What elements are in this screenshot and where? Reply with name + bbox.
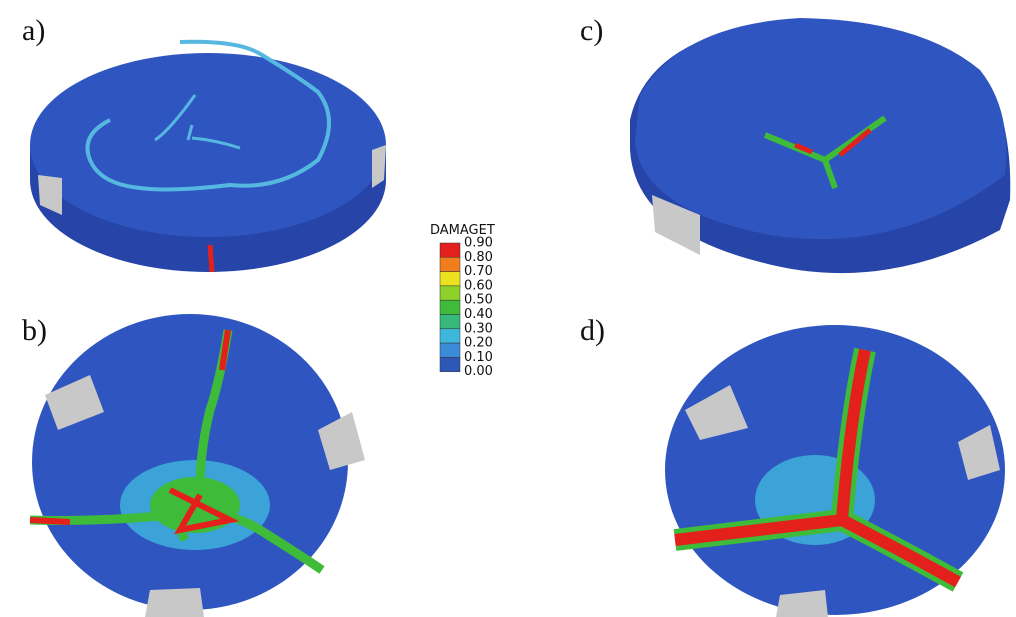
panel-a: a) <box>22 14 386 272</box>
disk-top <box>30 53 386 237</box>
panel-c: c) <box>580 14 1010 273</box>
legend-swatch <box>440 315 460 329</box>
legend-swatch <box>440 286 460 300</box>
legend-swatch <box>440 272 460 286</box>
disk-top <box>635 18 1006 239</box>
legend-swatch <box>440 357 460 371</box>
panel-label: d) <box>580 314 605 347</box>
legend-label: 0.90 <box>464 236 493 251</box>
legend-swatch <box>440 329 460 343</box>
figure: a) b) c) d) D <box>0 0 1016 617</box>
legend-label: 0.00 <box>464 364 493 379</box>
support <box>145 588 204 617</box>
panel-label: c) <box>580 14 603 47</box>
legend-label: 0.20 <box>464 336 493 351</box>
crack <box>210 245 212 272</box>
panel-label: b) <box>22 314 47 347</box>
legend-swatch <box>440 300 460 314</box>
legend-swatch <box>440 257 460 271</box>
panel-label: a) <box>22 14 45 47</box>
legend-label: 0.50 <box>464 293 493 308</box>
legend-swatch <box>440 343 460 357</box>
panel-b: b) <box>22 314 365 617</box>
legend-label: 0.30 <box>464 321 493 336</box>
legend: DAMAGET 0.900.800.700.600.500.400.300.20… <box>430 223 495 379</box>
legend-swatch <box>440 243 460 257</box>
legend-label: 0.10 <box>464 350 493 365</box>
legend-label: 0.80 <box>464 250 493 265</box>
panel-d: d) <box>580 314 1005 617</box>
legend-label: 0.60 <box>464 278 493 293</box>
legend-label: 0.40 <box>464 307 493 322</box>
legend-label: 0.70 <box>464 264 493 279</box>
